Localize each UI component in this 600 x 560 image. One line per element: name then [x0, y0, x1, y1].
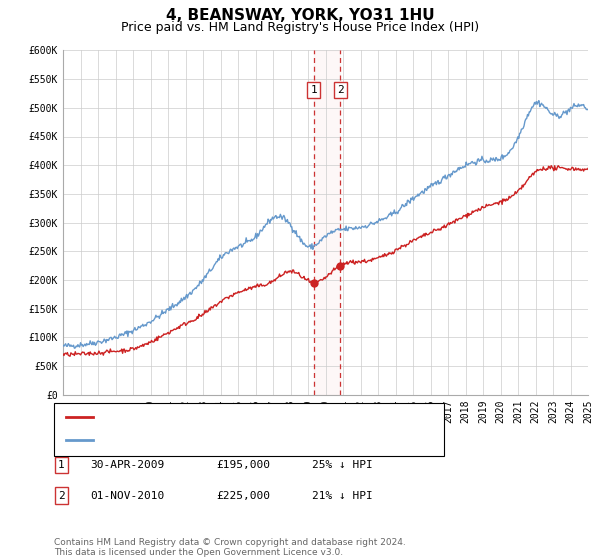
Text: 4, BEANSWAY, YORK, YO31 1HU (detached house): 4, BEANSWAY, YORK, YO31 1HU (detached ho… [99, 412, 396, 422]
Text: Price paid vs. HM Land Registry's House Price Index (HPI): Price paid vs. HM Land Registry's House … [121, 21, 479, 34]
Text: 1: 1 [58, 460, 65, 470]
Text: 1: 1 [310, 85, 317, 95]
Bar [314, 50, 340, 395]
Text: 30-APR-2009: 30-APR-2009 [90, 460, 164, 470]
Text: 21% ↓ HPI: 21% ↓ HPI [312, 491, 373, 501]
Text: 01-NOV-2010: 01-NOV-2010 [90, 491, 164, 501]
Text: 2: 2 [337, 85, 343, 95]
Text: 4, BEANSWAY, YORK, YO31 1HU: 4, BEANSWAY, YORK, YO31 1HU [166, 8, 434, 24]
Text: Contains HM Land Registry data © Crown copyright and database right 2024.
This d: Contains HM Land Registry data © Crown c… [54, 538, 406, 557]
Text: £195,000: £195,000 [216, 460, 270, 470]
Text: 2: 2 [58, 491, 65, 501]
Text: HPI: Average price, detached house, York: HPI: Average price, detached house, York [99, 435, 369, 445]
Text: 25% ↓ HPI: 25% ↓ HPI [312, 460, 373, 470]
Text: £225,000: £225,000 [216, 491, 270, 501]
